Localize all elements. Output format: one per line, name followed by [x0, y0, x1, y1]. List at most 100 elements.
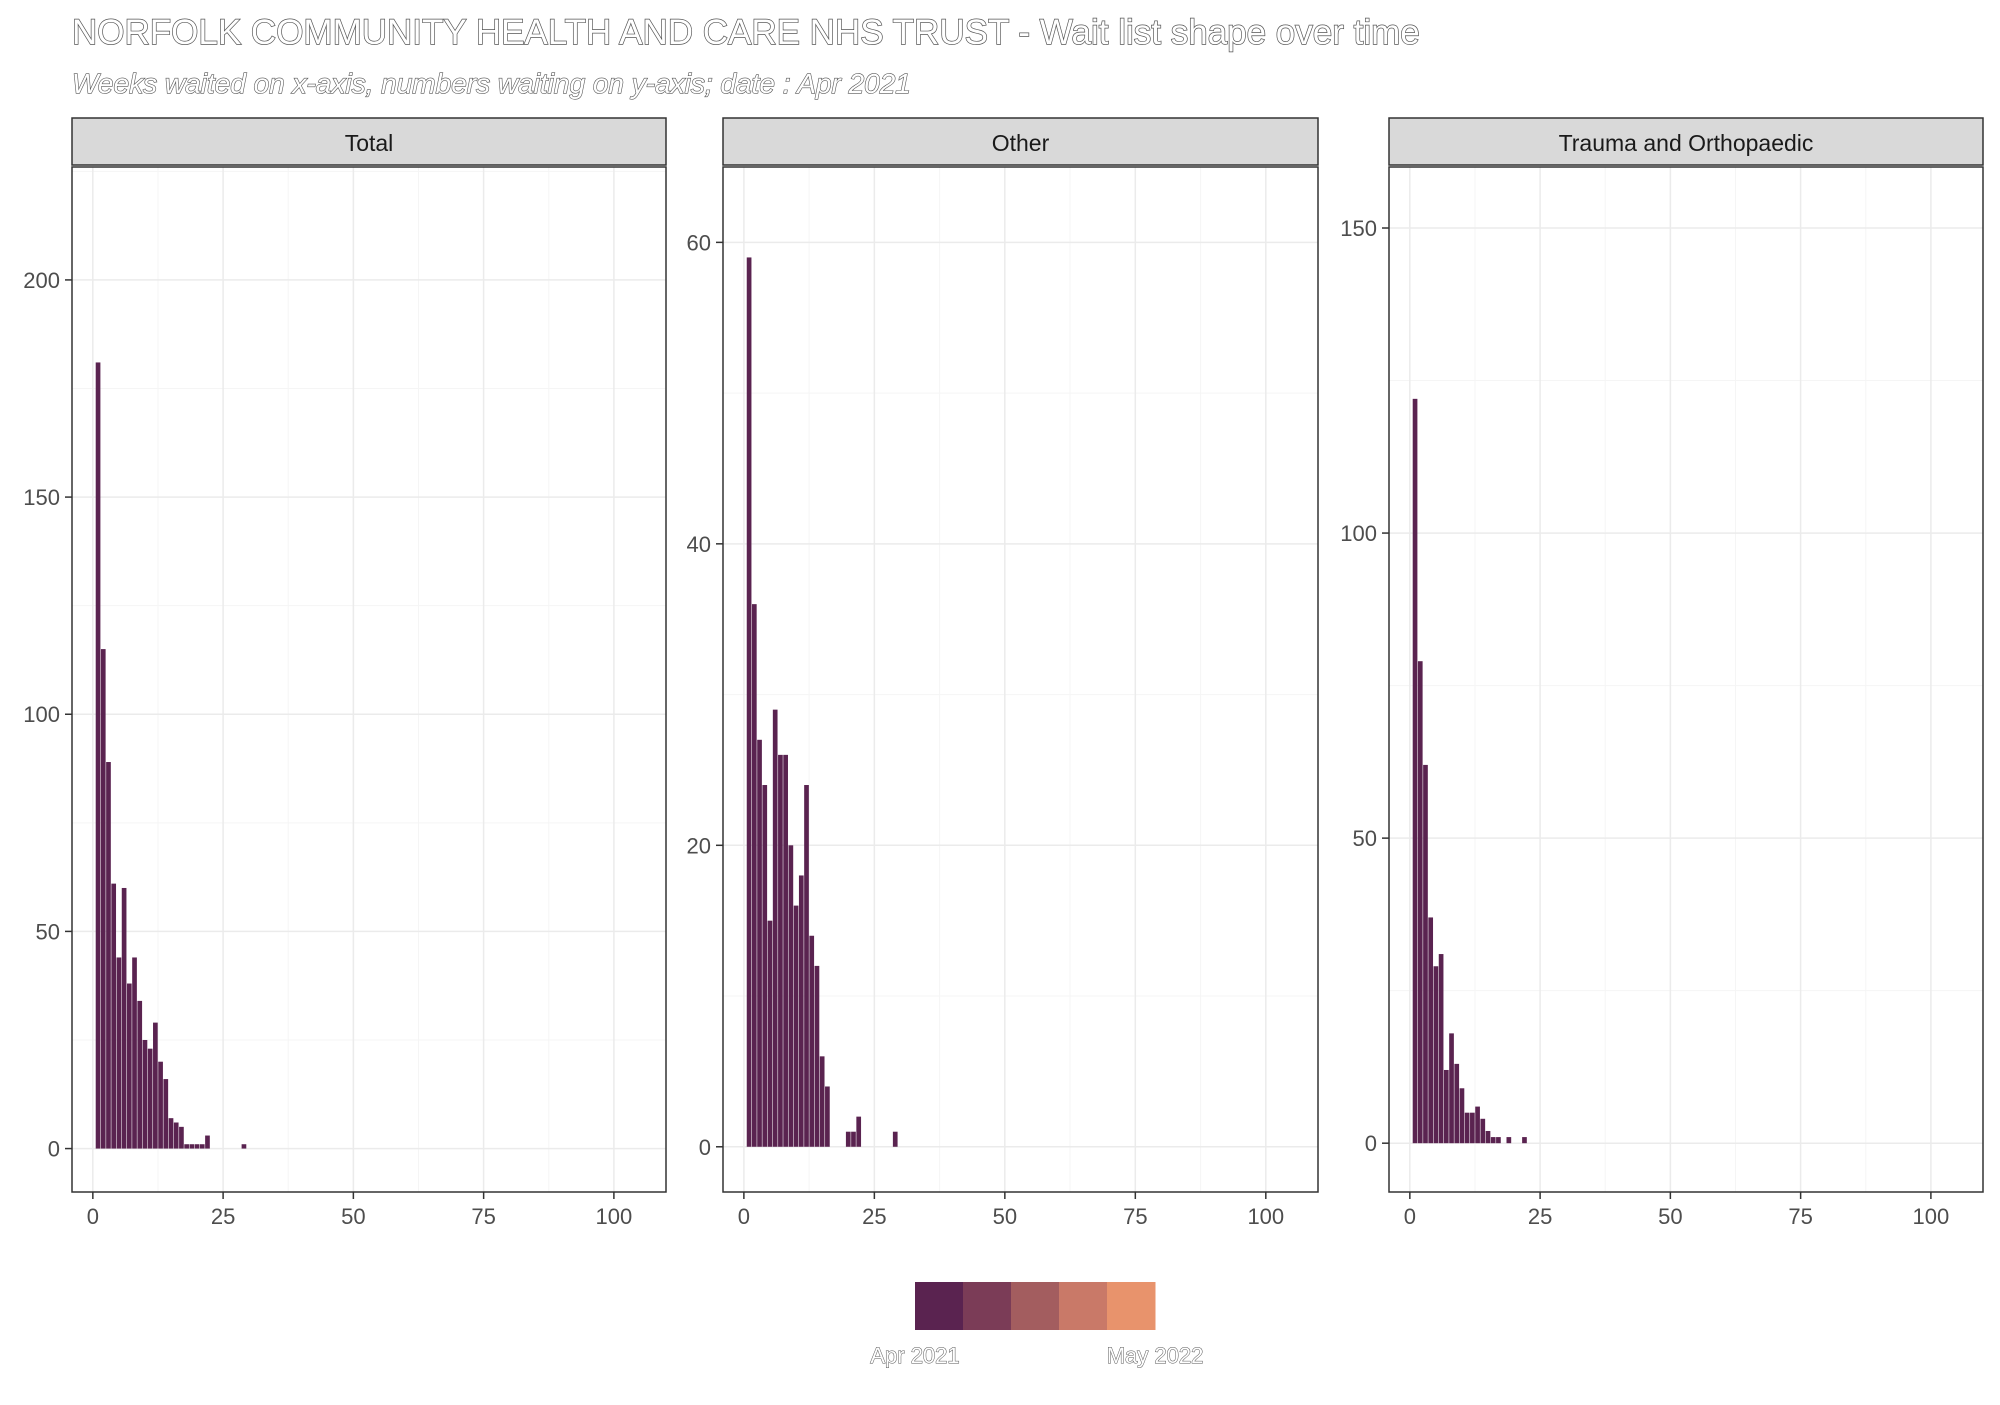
- color-legend: Apr 2021 May 2022: [870, 1282, 1204, 1369]
- bar: [241, 1144, 247, 1149]
- bar: [158, 1061, 163, 1149]
- bar: [798, 875, 804, 1147]
- panel-border: [1388, 166, 1984, 1193]
- x-tick-label: 0: [738, 1204, 750, 1229]
- bar: [168, 1118, 174, 1149]
- bar: [95, 362, 101, 1149]
- bar: [772, 709, 778, 1147]
- bar: [1412, 398, 1418, 1144]
- bar: [194, 1144, 200, 1149]
- y-tick-label: 50: [1353, 826, 1377, 851]
- facet-label-trauma-and-orthopaedic: Trauma and Orthopaedic: [1559, 130, 1814, 156]
- bar: [825, 1086, 830, 1147]
- legend-end-label: May 2022: [1107, 1343, 1204, 1368]
- legend-start-label: Apr 2021: [870, 1343, 959, 1368]
- facet-strip-other: [722, 117, 1319, 166]
- facet-strip-trauma-and-orthopaedic: [1388, 117, 1984, 166]
- bar: [1454, 1063, 1460, 1144]
- bar: [111, 883, 117, 1149]
- bar: [809, 935, 815, 1147]
- panel-total: Total 0 25 50 75 100 0 50 100 150 200: [23, 117, 667, 1229]
- x-tick-label: 0: [1404, 1204, 1416, 1229]
- bar: [205, 1135, 210, 1149]
- panel-border: [722, 166, 1319, 1193]
- panel-other: Other 0 25 50 75 100 0 20 40 60: [687, 117, 1319, 1229]
- bar: [137, 1000, 143, 1149]
- y-tick-label: 20: [687, 833, 711, 858]
- x-tick-label: 50: [1658, 1204, 1682, 1229]
- legend-swatch: [1059, 1282, 1108, 1330]
- bar: [762, 785, 768, 1147]
- bar: [189, 1144, 195, 1149]
- bar: [132, 957, 137, 1149]
- x-tick-label: 0: [87, 1204, 99, 1229]
- legend-swatch: [1011, 1282, 1060, 1330]
- bar: [851, 1131, 856, 1147]
- x-tick-label: 100: [596, 1204, 633, 1229]
- y-tick-label: 150: [1340, 216, 1377, 241]
- bar: [142, 1039, 148, 1149]
- x-tick-label: 50: [341, 1204, 365, 1229]
- bar: [1433, 966, 1439, 1144]
- chart-subtitle: Weeks waited on x-axis, numbers waiting …: [72, 68, 911, 99]
- panel-background: [1389, 167, 1983, 1192]
- bar: [1490, 1137, 1496, 1144]
- x-tick-label: 25: [1528, 1204, 1552, 1229]
- bar: [892, 1131, 898, 1147]
- y-tick-label: 60: [687, 230, 711, 255]
- panel-trauma-and-orthopaedic: Trauma and Orthopaedic 0 25 50 75 100 0 50 100 15…: [1340, 117, 1984, 1229]
- bar: [126, 983, 132, 1149]
- x-tick-label: 75: [1788, 1204, 1812, 1229]
- x-tick-label: 25: [211, 1204, 235, 1229]
- bar: [173, 1122, 179, 1149]
- bar: [1522, 1137, 1527, 1144]
- y-tick-label: 50: [36, 919, 60, 944]
- bar: [757, 739, 762, 1147]
- y-tick-label: 0: [48, 1137, 60, 1162]
- bar: [1475, 1106, 1480, 1144]
- x-tick-label: 100: [1247, 1204, 1284, 1229]
- facet-label-other: Other: [992, 130, 1050, 156]
- bar: [804, 785, 809, 1147]
- bar: [1443, 1069, 1449, 1144]
- bar: [793, 905, 799, 1147]
- bar: [147, 1048, 153, 1149]
- bar: [153, 1022, 158, 1149]
- bar: [819, 1056, 825, 1147]
- facet-strip-total: [71, 117, 667, 166]
- panel-border: [71, 166, 667, 1193]
- x-tick-label: 100: [1913, 1204, 1950, 1229]
- bar: [1470, 1112, 1475, 1144]
- bar: [1485, 1130, 1491, 1144]
- x-tick-label: 25: [862, 1204, 886, 1229]
- y-tick-label: 40: [687, 532, 711, 557]
- y-tick-label: 200: [23, 268, 60, 293]
- bar: [783, 754, 788, 1147]
- bar: [751, 604, 757, 1147]
- x-tick-label: 50: [993, 1204, 1017, 1229]
- bar: [163, 1079, 169, 1149]
- y-tick-label: 0: [1365, 1131, 1377, 1156]
- x-tick-label: 75: [1123, 1204, 1147, 1229]
- bar: [856, 1116, 862, 1147]
- bar: [184, 1144, 189, 1149]
- bar: [778, 754, 783, 1147]
- legend-swatch: [963, 1282, 1012, 1330]
- bar: [106, 762, 111, 1149]
- bar: [746, 257, 752, 1147]
- x-tick-label: 75: [471, 1204, 495, 1229]
- bar: [788, 845, 794, 1147]
- bar: [1438, 954, 1444, 1144]
- bar: [1464, 1112, 1470, 1144]
- legend-colorbar: [915, 1282, 1156, 1330]
- bar: [121, 887, 127, 1149]
- bar: [199, 1144, 205, 1149]
- bar: [814, 965, 820, 1147]
- y-tick-label: 100: [23, 702, 60, 727]
- bar: [1417, 661, 1423, 1144]
- facet-label-total: Total: [345, 130, 394, 156]
- legend-swatch: [915, 1282, 964, 1330]
- bar: [1459, 1088, 1465, 1144]
